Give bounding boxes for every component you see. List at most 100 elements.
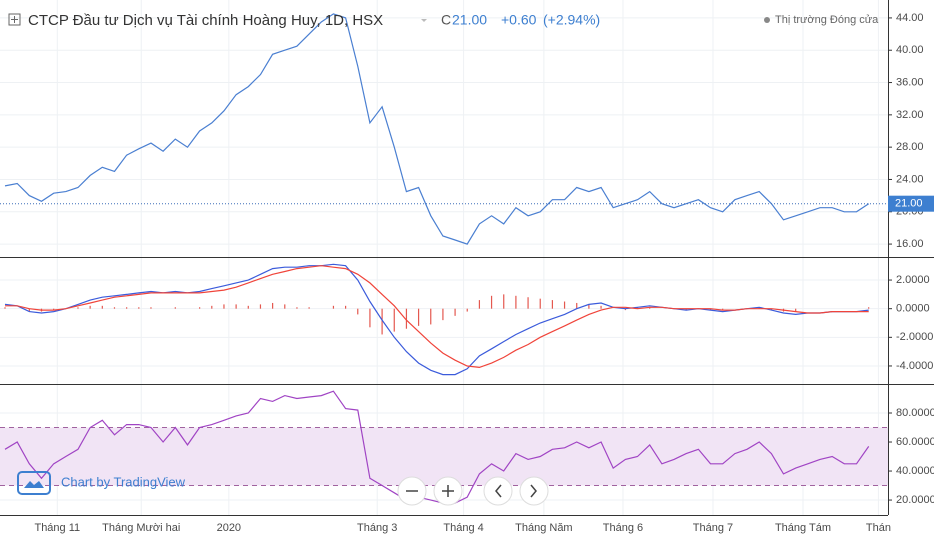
histogram-bar xyxy=(539,298,541,309)
histogram-bar xyxy=(563,301,566,309)
y-tick-label: 80.0000 xyxy=(896,407,934,419)
histogram-bar xyxy=(174,307,176,309)
y-tick-label: 36.00 xyxy=(896,76,924,88)
histogram-bar xyxy=(259,304,262,309)
market-status: Thị trường Đóng cửa xyxy=(775,14,879,26)
collapse-icon[interactable] xyxy=(8,13,21,26)
y-tick-label: 20.0000 xyxy=(896,494,934,506)
histogram-bar xyxy=(503,294,505,309)
watermark-logo xyxy=(24,481,44,488)
histogram-bar xyxy=(296,307,298,309)
histogram-bar xyxy=(636,307,639,309)
histogram-bar xyxy=(417,308,420,326)
histogram-bar xyxy=(430,308,432,325)
histogram-bar xyxy=(576,302,578,309)
y-tick-label: 40.00 xyxy=(896,44,924,56)
histogram-bar xyxy=(247,305,249,309)
chart-title: CTCP Đầu tư Dịch vụ Tài chính Hoàng Huy,… xyxy=(28,12,383,29)
x-tick-label: 2020 xyxy=(217,522,241,534)
zoom-out-button[interactable] xyxy=(397,476,427,506)
histogram-bar xyxy=(381,308,383,335)
last-price-label: 21.00 xyxy=(895,198,923,210)
y-tick-label: 0.0000 xyxy=(896,303,930,315)
histogram-bar xyxy=(515,295,517,309)
histogram-bar xyxy=(272,302,274,309)
collapse-icon-plus xyxy=(11,16,18,23)
close-prefix: C xyxy=(441,12,451,28)
y-tick-label: -2.0000 xyxy=(896,331,933,343)
histogram-bar xyxy=(551,300,553,309)
histogram-bar xyxy=(393,308,395,332)
histogram-bar xyxy=(478,300,481,309)
histogram-bar xyxy=(795,308,797,312)
x-tick-label: Tháng 7 xyxy=(693,522,733,534)
histogram-bar xyxy=(150,307,152,309)
scroll-left-button[interactable] xyxy=(483,476,513,506)
histogram-bar xyxy=(709,308,712,311)
histogram-bar xyxy=(624,308,626,311)
axes: Tháng 11 Tháng Mười hai 2020 Tháng 3 Tháng 4… xyxy=(0,12,934,534)
zoom-in-button[interactable] xyxy=(433,476,463,506)
histogram-bar xyxy=(138,307,140,309)
histogram-bar xyxy=(369,308,371,328)
histogram-bar xyxy=(466,308,468,312)
histogram-bar xyxy=(284,304,286,309)
histogram-bar xyxy=(126,307,128,309)
histogram-bar xyxy=(442,308,444,321)
histogram-bar xyxy=(28,308,30,312)
histogram-bar xyxy=(308,307,310,309)
x-tick-label: Tháng 11 xyxy=(34,522,80,534)
histogram-bar xyxy=(527,297,529,309)
pane xyxy=(4,263,870,376)
y-tick-label: 24.00 xyxy=(896,173,924,185)
y-tick-label: 2.0000 xyxy=(896,274,930,286)
pane xyxy=(0,390,888,504)
histogram-bar xyxy=(53,308,55,311)
histogram-bar xyxy=(405,308,408,329)
x-tick-label: Tháng 6 xyxy=(603,522,643,534)
histogram-bar xyxy=(758,307,760,309)
histogram-bar xyxy=(4,307,6,309)
x-tick-label: Tháng Mười hai xyxy=(102,522,180,534)
histogram-bar xyxy=(113,307,116,309)
line xyxy=(4,390,870,504)
histogram-bar xyxy=(600,305,602,309)
rsi-band xyxy=(0,427,888,486)
watermark-logo-frame xyxy=(17,471,51,495)
x-tick-label: Tháng 4 xyxy=(443,522,483,534)
histogram-bar xyxy=(649,307,651,309)
histogram-bar xyxy=(868,307,870,309)
histogram-bar xyxy=(101,305,103,309)
close-value: 21.00 xyxy=(452,12,487,28)
y-tick-label: 32.00 xyxy=(896,109,924,121)
histogram-bar xyxy=(722,308,724,311)
x-tick-label: Tháng 3 xyxy=(357,522,397,534)
macd-line xyxy=(5,265,869,369)
line xyxy=(4,13,870,245)
change-percent: (+2.94%) xyxy=(543,12,600,28)
y-tick-label: 44.00 xyxy=(896,12,924,24)
histogram-bar xyxy=(211,305,213,309)
last-price-box xyxy=(888,195,934,212)
histogram-bar xyxy=(588,304,590,309)
watermark: Chart by TradingView xyxy=(61,474,186,489)
change-value: +0.60 xyxy=(501,12,537,28)
plots xyxy=(0,13,888,504)
macd-line xyxy=(4,263,869,376)
histogram-bar xyxy=(770,308,772,311)
y-tick-label: 60.0000 xyxy=(896,436,934,448)
pane xyxy=(4,13,870,245)
histogram-bar xyxy=(77,307,79,309)
scroll-right-button[interactable] xyxy=(519,476,549,506)
histogram-bar xyxy=(490,295,493,309)
histogram-bar xyxy=(357,308,359,315)
histogram-bar xyxy=(235,304,237,309)
histogram-bar xyxy=(345,305,347,309)
status-dot xyxy=(764,17,770,23)
x-tick-label: Tháng Năm xyxy=(515,522,572,534)
y-tick-label: 40.0000 xyxy=(896,465,934,477)
y-tick-label: 28.00 xyxy=(896,141,924,153)
dropdown-icon[interactable] xyxy=(421,19,427,22)
